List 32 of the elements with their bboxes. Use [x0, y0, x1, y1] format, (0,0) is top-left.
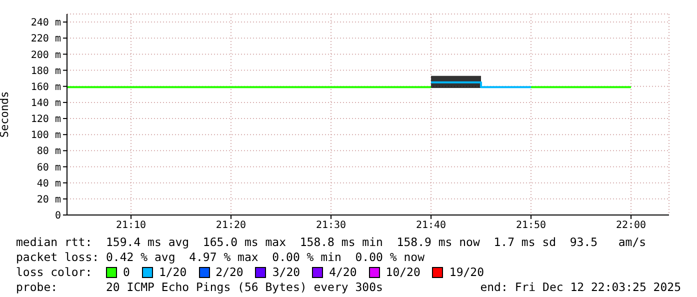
y-tick-label: 140 m: [30, 98, 61, 109]
y-tick-label: 100 m: [30, 130, 61, 142]
y-tick-label: 200 m: [30, 50, 61, 61]
text: median rtt: 159.4 ms avg 165.0 ms max 158.8 ms min 158.9 ms now 1.7 ms sd 93.5 am/s: [16, 235, 648, 250]
y-tick-label: 160 m: [30, 82, 61, 93]
y-axis-title: Seconds: [0, 91, 11, 138]
legend-label: 10/20: [386, 265, 420, 280]
legend-title: loss color:: [16, 265, 94, 280]
text: end: Fri Dec 12 22:03:25 2025: [480, 280, 681, 295]
y-tick-label: 0: [54, 210, 61, 222]
legend-label: 0: [123, 265, 130, 280]
y-tick-label: 120 m: [30, 114, 61, 126]
y-tick-label: 60 m: [36, 162, 61, 174]
legend-label: 2/20: [216, 265, 244, 280]
x-tick-label: 21:20: [216, 220, 246, 232]
y-tick-label: 220 m: [30, 34, 61, 45]
legend-label: 4/20: [329, 265, 357, 280]
x-tick-label: 21:50: [516, 220, 546, 232]
y-tick-label: 180 m: [30, 66, 61, 77]
legend-label: 1/20: [158, 265, 187, 280]
y-tick-label: 20 m: [36, 194, 61, 206]
legend-label: 19/20: [449, 265, 484, 280]
x-tick-label: 21:10: [116, 220, 146, 232]
y-tick-label: 240 m: [30, 18, 61, 29]
text: packet loss: 0.42 % avg 4.97 % max 0.00 % min 0.00 % now: [16, 250, 426, 265]
y-tick-label: 80 m: [36, 146, 61, 158]
x-tick-label: 21:30: [316, 220, 346, 232]
legend-label: 3/20: [272, 265, 300, 280]
text: probe: 20 ICMP Echo Pings (56 Bytes) every 300s: [16, 280, 383, 295]
y-tick-label: 40 m: [36, 178, 61, 190]
x-tick-label: 21:40: [416, 220, 446, 232]
x-tick-label: 22:00: [616, 220, 646, 232]
